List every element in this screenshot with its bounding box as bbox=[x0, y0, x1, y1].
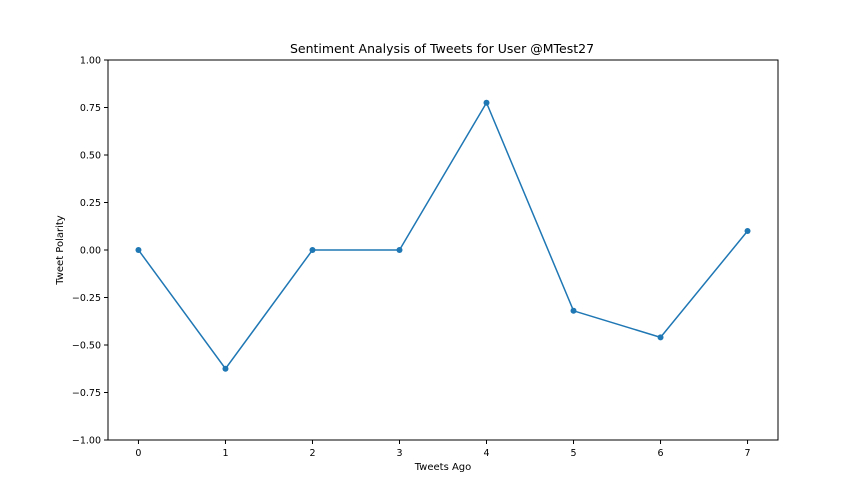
data-point bbox=[309, 247, 316, 253]
x-tick-label: 5 bbox=[570, 448, 576, 459]
series-line bbox=[137, 101, 749, 371]
plot-area bbox=[107, 59, 779, 441]
x-tick-label: 3 bbox=[396, 448, 402, 459]
y-axis-label: Tweet Polarity bbox=[55, 215, 66, 286]
series-points bbox=[135, 99, 751, 372]
y-tick-label: 0.75 bbox=[80, 103, 101, 114]
x-tick-label: 6 bbox=[658, 448, 664, 459]
y-axis: 1.00 0.75 0.50 0.25 0.00 −0.25 −0.50 −0.75 −1.00 bbox=[72, 56, 108, 447]
data-point bbox=[657, 334, 664, 341]
data-point bbox=[396, 247, 403, 253]
data-point bbox=[570, 307, 577, 314]
x-tick-label: 4 bbox=[483, 448, 489, 459]
data-point bbox=[744, 228, 751, 234]
y-tick-label: −0.25 bbox=[72, 293, 101, 304]
y-tick-label: 0.25 bbox=[80, 198, 101, 209]
x-axis-label: Tweets Ago bbox=[414, 462, 472, 473]
y-tick-label: 0.00 bbox=[80, 246, 101, 257]
y-tick-label: 0.50 bbox=[80, 151, 101, 162]
y-tick-label: 1.00 bbox=[80, 56, 101, 67]
x-axis: 0 1 2 3 4 5 6 7 bbox=[135, 440, 751, 459]
x-tick-label: 7 bbox=[745, 448, 751, 459]
data-point bbox=[222, 365, 229, 372]
data-point bbox=[135, 247, 142, 253]
chart-title: Sentiment Analysis of Tweets for User @M… bbox=[290, 41, 594, 56]
data-point bbox=[483, 99, 490, 106]
y-tick-label: −0.50 bbox=[72, 341, 101, 352]
x-tick-label: 1 bbox=[222, 448, 228, 459]
x-tick-label: 0 bbox=[135, 448, 141, 459]
x-tick-label: 2 bbox=[309, 448, 315, 459]
y-tick-label: −1.00 bbox=[72, 436, 101, 447]
y-tick-label: −0.75 bbox=[72, 388, 101, 399]
